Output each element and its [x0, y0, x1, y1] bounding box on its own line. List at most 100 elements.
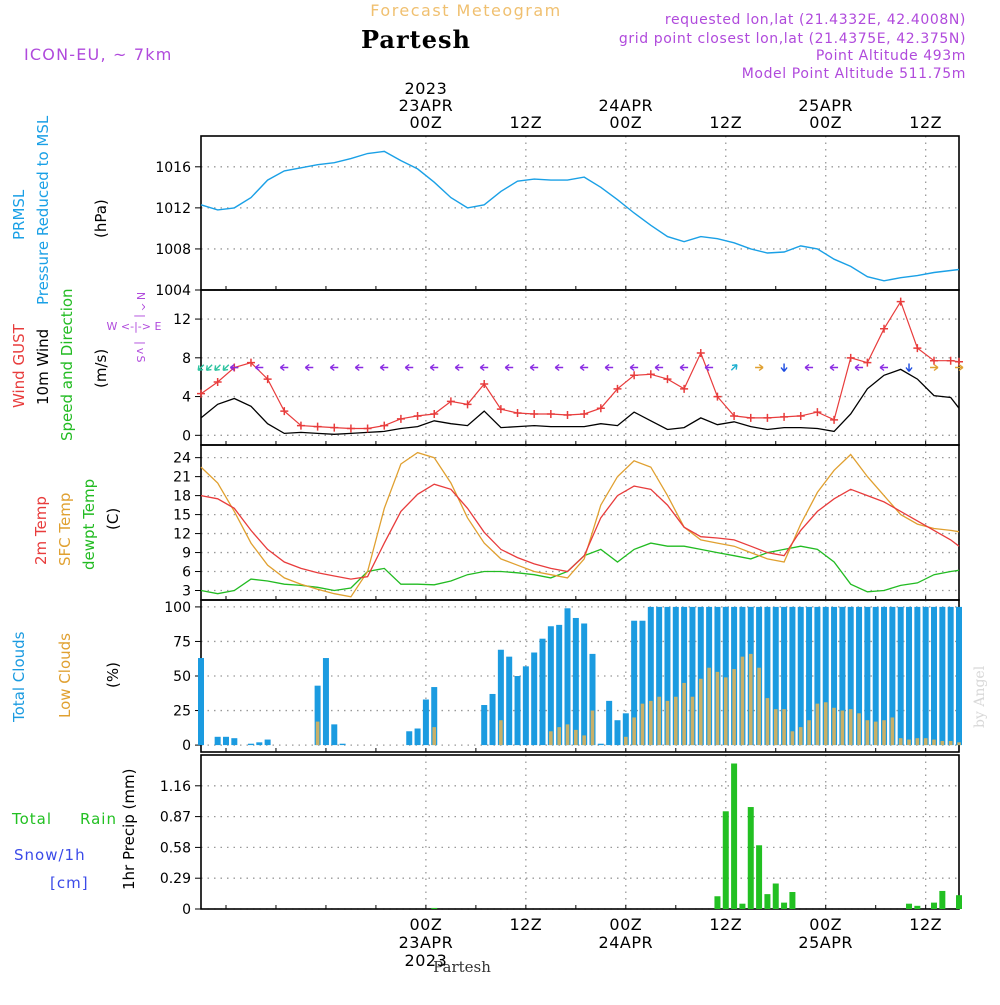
precip-panel: 1.16 0.87 0.58 0.29 0: [160, 754, 960, 918]
cm-unit-label: [cm]: [50, 874, 89, 892]
rain-bar: [756, 845, 763, 909]
snow-label: Snow/1h: [14, 846, 86, 864]
gust-marker: [430, 410, 439, 418]
low-cloud-bar: [682, 682, 686, 746]
wind-arrow: [429, 363, 439, 372]
low-cloud-bar: [698, 678, 703, 746]
gust-marker: [546, 410, 555, 418]
rain-bar: [772, 883, 779, 909]
gust-marker: [680, 384, 689, 393]
rain-label: Rain: [80, 810, 117, 828]
rain-bar: [939, 890, 946, 909]
gust-marker: [780, 412, 789, 421]
total-cloud-bar: [781, 606, 788, 746]
total-cloud-bar: [597, 743, 604, 746]
total-cloud-bar: [664, 606, 671, 746]
low-cloud-bar: [657, 696, 661, 746]
gust-marker: [296, 421, 305, 430]
low-cloud-bar: [723, 677, 728, 746]
clouds-ytick-label: 0: [182, 738, 191, 754]
dewpoint-line: [200, 542, 960, 595]
low-cloud-bar: [740, 656, 745, 746]
gust-marker: [330, 423, 339, 432]
wind-arrow: [879, 363, 889, 372]
total-cloud-bar: [489, 693, 496, 746]
pressure-labels: PRMSL Pressure Reduced to MSL (hPa): [10, 115, 110, 305]
pressure-ytick-label: 1016: [155, 160, 191, 176]
bottom-time-label: 12Z: [509, 915, 542, 934]
clouds-ytick-label: 50: [173, 669, 191, 685]
wind-ytick-label: 12: [173, 312, 191, 328]
gust-marker: [263, 375, 272, 384]
rain-bar: [781, 902, 788, 909]
rain-bar: [714, 896, 721, 909]
total-cloud-bar: [939, 606, 946, 746]
total-cloud-bar: [622, 713, 629, 746]
total-cloud-bar: [631, 620, 638, 746]
wind-ytick-label: 4: [182, 390, 191, 406]
low-cloud-bar: [948, 740, 953, 746]
compass-bar-bottom: |: [134, 341, 147, 345]
low-cloud-bar: [923, 738, 928, 746]
wind-arrow: [504, 363, 514, 372]
total-cloud-bar: [556, 624, 563, 746]
gust-marker: [863, 358, 872, 367]
rain-bar: [956, 895, 962, 909]
low-cloud-bar: [790, 731, 795, 746]
low-cloud-bar: [765, 698, 770, 746]
total-cloud-bar: [722, 606, 729, 746]
total-clouds-label: Total Clouds: [10, 631, 28, 723]
total-cloud-bar: [256, 742, 263, 746]
wind-arrow: [329, 363, 339, 372]
gust-marker: [896, 297, 905, 306]
temp-2m-line: [200, 483, 960, 580]
rain-bar: [789, 892, 796, 909]
wind-arrow: [554, 363, 564, 372]
temp-ytick-label: 9: [182, 546, 191, 562]
total-cloud-bar: [564, 608, 571, 746]
wind-arrow: [479, 363, 489, 372]
gust-marker: [830, 415, 839, 424]
wind-arrow: [854, 363, 864, 372]
rain-bar: [431, 907, 438, 909]
compass-bar-top: |: [134, 314, 147, 318]
gust-marker: [746, 413, 755, 422]
low-cloud-bar: [557, 727, 561, 746]
top-time-label: 25APR: [798, 96, 853, 115]
gust-marker: [763, 413, 772, 422]
total-cloud-bar: [914, 606, 921, 746]
credit-watermark: by Angel: [972, 665, 988, 728]
total-cloud-bar: [872, 606, 879, 746]
total-cloud-bar: [797, 606, 804, 746]
total-cloud-bar: [506, 656, 513, 746]
low-cloud-bar: [624, 736, 628, 746]
bottom-time-label: 2023: [405, 951, 448, 970]
gust-marker: [813, 408, 822, 417]
total-cloud-bar: [222, 736, 229, 746]
gust-marker: [346, 424, 355, 433]
total-cloud-bar: [322, 658, 329, 746]
top-time-label: 2023: [405, 79, 448, 98]
low-cloud-bar: [890, 717, 895, 746]
pressure-panel: 1016 1012 1008 1004: [155, 135, 960, 299]
gust-marker: [530, 410, 539, 418]
clouds-ytick-label: 25: [173, 704, 191, 720]
low-cloud-bar: [748, 653, 753, 746]
gust-marker: [880, 324, 889, 333]
low-cloud-bar: [940, 740, 945, 746]
gust-marker: [713, 392, 722, 401]
total-cloud-bar: [547, 626, 554, 746]
total-cloud-bar: [839, 606, 846, 746]
total-cloud-bar: [522, 666, 529, 746]
pressure-msl-label: Pressure Reduced to MSL: [34, 115, 52, 305]
wind-arrow: [529, 363, 539, 372]
low-clouds-label: Low Clouds: [56, 633, 74, 718]
temp-dewpt-label: dewpt Temp: [80, 479, 98, 570]
temp-ytick-label: 3: [182, 584, 191, 600]
low-cloud-bar: [707, 667, 711, 746]
bottom-time-label: 12Z: [909, 915, 942, 934]
low-cloud-bar: [815, 703, 820, 746]
gust-marker: [930, 356, 939, 365]
rain-bar: [739, 903, 746, 909]
